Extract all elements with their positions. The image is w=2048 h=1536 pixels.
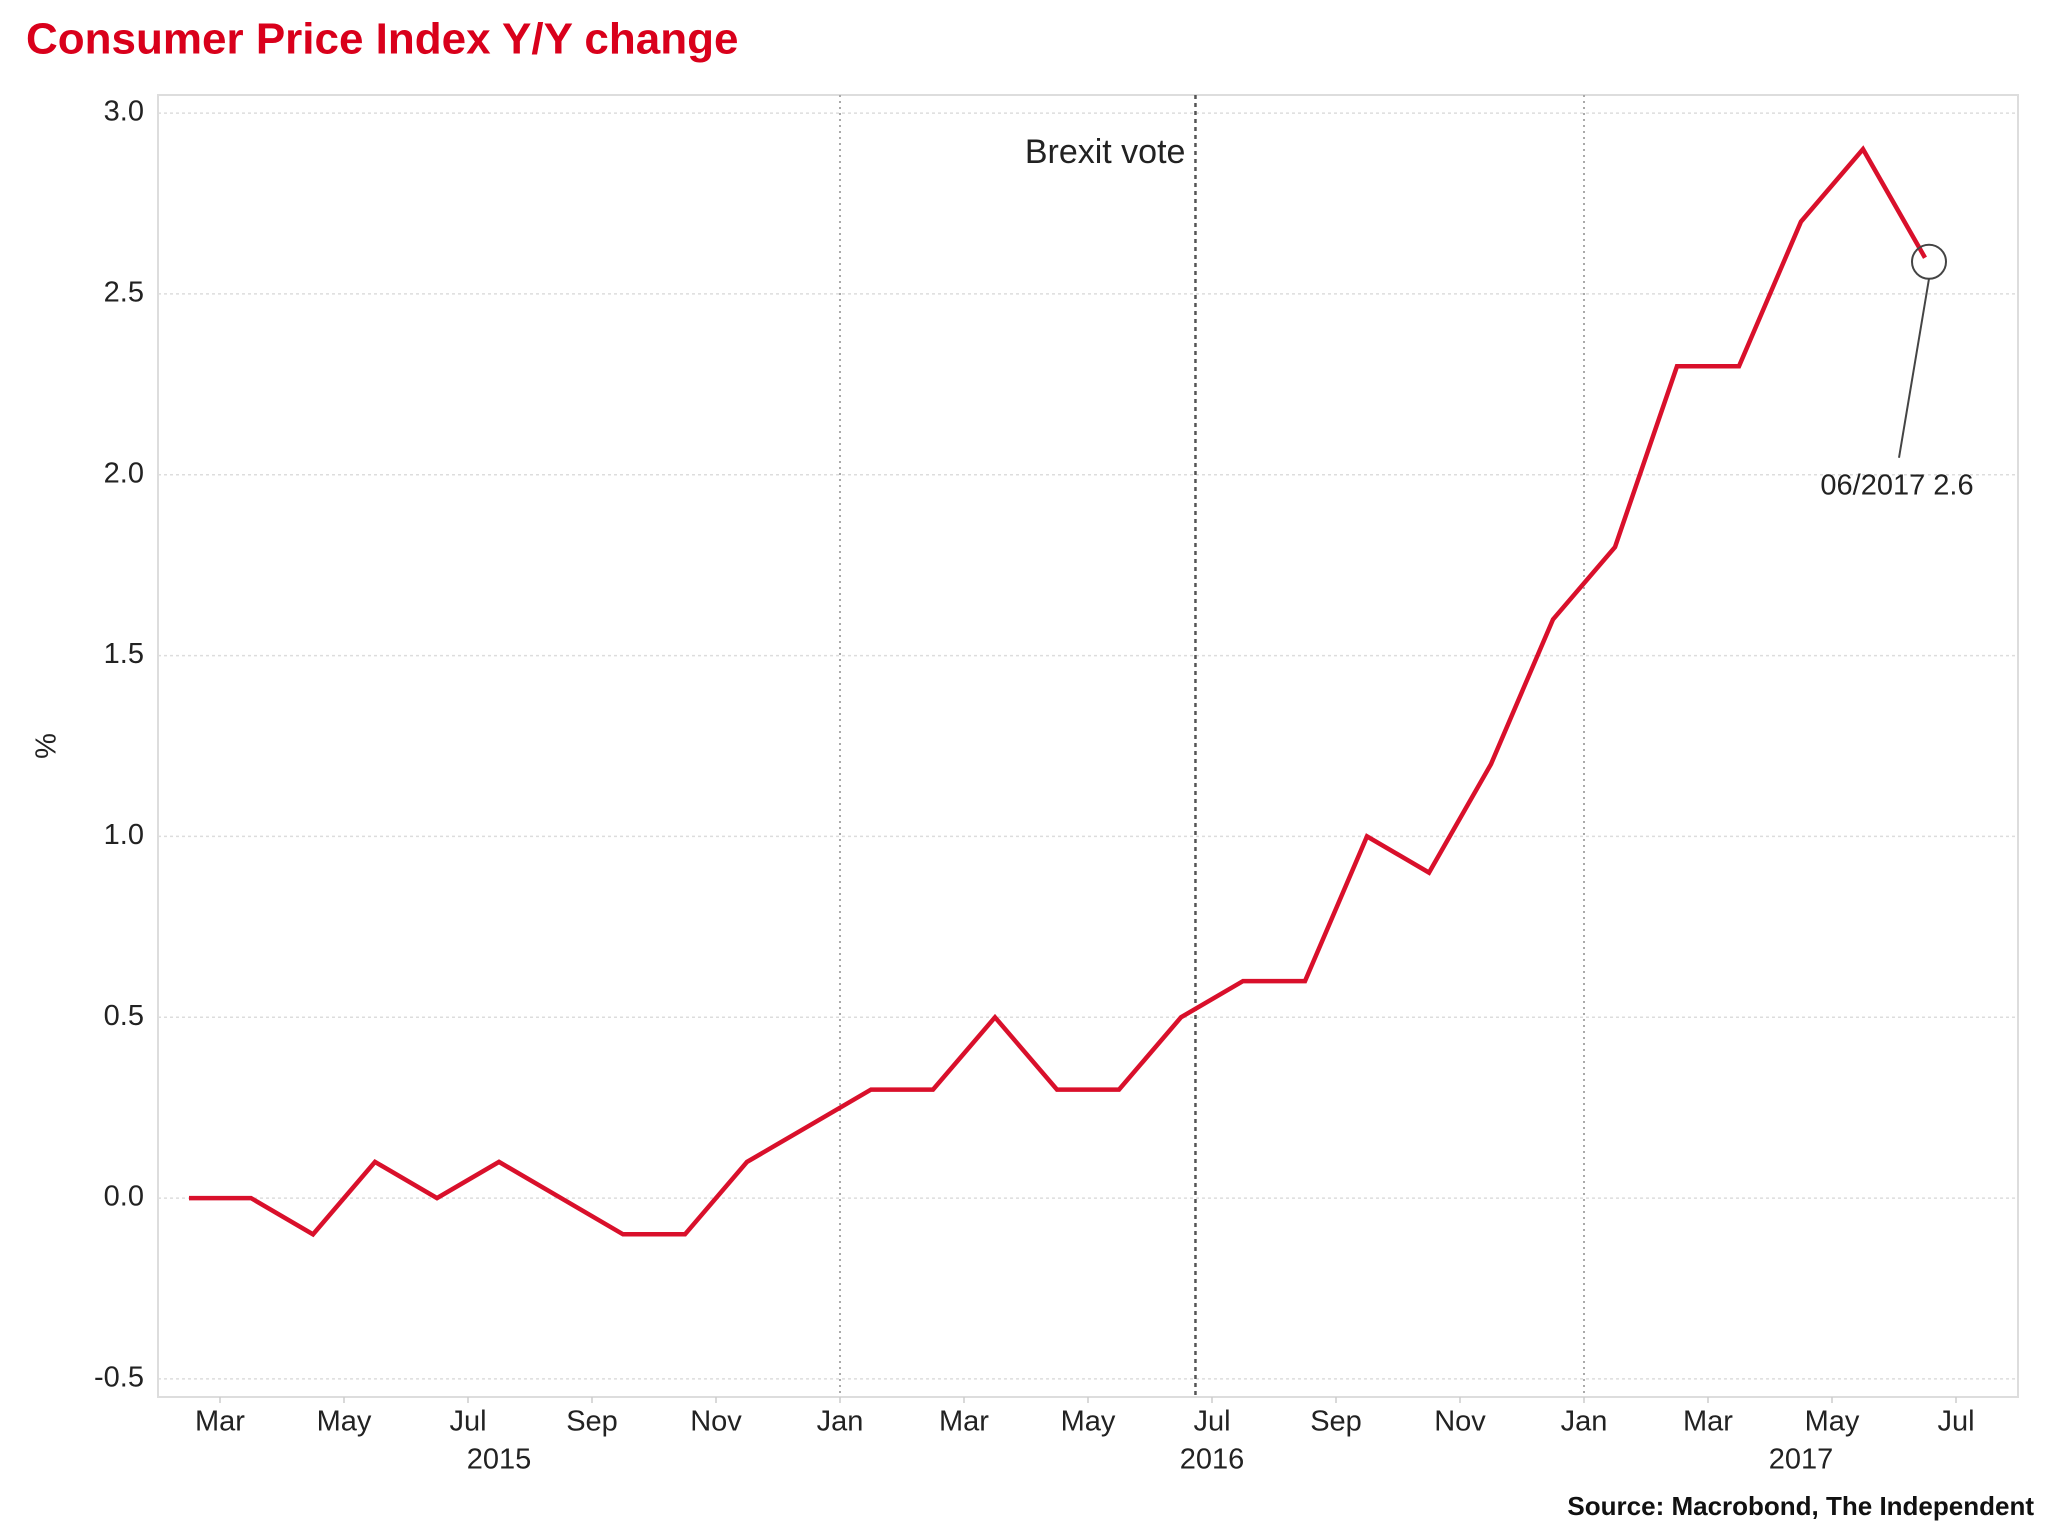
series-line (189, 145, 1927, 1238)
y-tick-label: 1.5 (104, 638, 144, 670)
event-label: Brexit vote (1025, 133, 1186, 171)
y-tick-label: 1.0 (104, 819, 144, 851)
source: Source: Macrobond, The Independent (1567, 1491, 2034, 1521)
x-tick-label: Jan (817, 1406, 864, 1438)
callout-circle (1911, 243, 1947, 280)
callout-leader (1898, 278, 1930, 458)
x-tick-label: May (1805, 1406, 1860, 1438)
x-tick-label: Mar (195, 1406, 245, 1438)
year-label: 2017 (1769, 1444, 1834, 1476)
y-tick-label: 3.0 (104, 96, 144, 128)
x-tick-label: Jul (449, 1406, 486, 1438)
x-tick-label: May (317, 1406, 372, 1438)
y-axis-label: % (31, 733, 63, 759)
y-tick-label: 0.5 (104, 1000, 144, 1032)
y-tick-label: -0.5 (94, 1362, 144, 1394)
x-tick-label: Mar (939, 1406, 989, 1438)
year-label: 2016 (1180, 1444, 1245, 1476)
x-tick-label: Jul (1937, 1406, 1974, 1438)
x-tick-label: Jan (1561, 1406, 1608, 1438)
chart-title: Consumer Price Index Y/Y change (26, 15, 738, 64)
x-tick-label: Nov (690, 1406, 742, 1438)
x-tick-label: May (1061, 1406, 1116, 1438)
x-tick-label: Nov (1434, 1406, 1486, 1438)
x-tick-label: Jul (1193, 1406, 1230, 1438)
plot-area (157, 94, 2019, 1398)
callout-label: 06/2017 2.6 (1820, 469, 1973, 501)
x-tick-label: Sep (566, 1406, 618, 1438)
x-tick-label: Sep (1310, 1406, 1362, 1438)
y-tick-label: 0.0 (104, 1181, 144, 1213)
y-tick-label: 2.0 (104, 457, 144, 489)
x-tick-label: Mar (1683, 1406, 1733, 1438)
y-tick-label: 2.5 (104, 277, 144, 309)
year-label: 2015 (467, 1444, 532, 1476)
